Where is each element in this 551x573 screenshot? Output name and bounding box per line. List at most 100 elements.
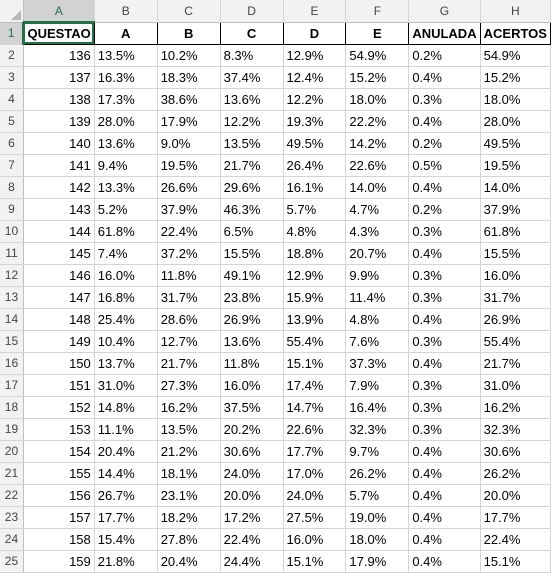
data-cell[interactable]: 7.6% [345,330,410,353]
data-cell[interactable]: 17.9% [345,550,410,573]
data-cell[interactable]: 14.2% [345,132,410,155]
data-cell[interactable]: 28.0% [480,110,551,133]
data-cell[interactable]: 32.3% [480,418,551,441]
data-cell[interactable]: 0.4% [408,308,481,331]
data-cell[interactable]: 21.2% [157,440,221,463]
row-header[interactable]: 18 [0,396,24,419]
data-cell[interactable]: 22.6% [345,154,410,177]
data-cell[interactable]: 13.3% [94,176,158,199]
row-header[interactable]: 12 [0,264,24,287]
data-cell[interactable]: 145 [23,242,95,265]
data-cell[interactable]: 14.0% [480,176,551,199]
header-cell[interactable]: B [156,21,221,45]
data-cell[interactable]: 27.3% [157,374,221,397]
row-header[interactable]: 17 [0,374,24,397]
data-cell[interactable]: 20.7% [345,242,410,265]
data-cell[interactable]: 159 [23,550,95,573]
data-cell[interactable]: 11.8% [220,352,284,375]
row-header[interactable]: 20 [0,440,24,463]
row-header[interactable]: 9 [0,198,24,221]
data-cell[interactable]: 17.7% [283,440,347,463]
data-cell[interactable]: 54.9% [345,44,410,67]
data-cell[interactable]: 9.4% [94,154,158,177]
data-cell[interactable]: 22.2% [345,110,410,133]
data-cell[interactable]: 14.0% [345,176,410,199]
data-cell[interactable]: 137 [23,66,95,89]
data-cell[interactable]: 139 [23,110,95,133]
data-cell[interactable]: 11.4% [345,286,410,309]
column-header-c[interactable]: C [157,0,221,23]
data-cell[interactable]: 19.0% [345,506,410,529]
row-header[interactable]: 6 [0,132,24,155]
header-cell[interactable]: C [219,21,284,45]
row-header[interactable]: 24 [0,528,24,551]
data-cell[interactable]: 18.8% [283,242,347,265]
data-cell[interactable]: 144 [23,220,95,243]
data-cell[interactable]: 30.6% [480,440,551,463]
row-header[interactable]: 5 [0,110,24,133]
row-header[interactable]: 7 [0,154,24,177]
data-cell[interactable]: 4.8% [345,308,410,331]
data-cell[interactable]: 31.0% [480,374,551,397]
column-header-d[interactable]: D [220,0,284,23]
data-cell[interactable]: 142 [23,176,95,199]
data-cell[interactable]: 5.2% [94,198,158,221]
data-cell[interactable]: 21.7% [220,154,284,177]
row-header[interactable]: 10 [0,220,24,243]
data-cell[interactable]: 15.5% [220,242,284,265]
data-cell[interactable]: 0.4% [408,440,481,463]
row-header[interactable]: 13 [0,286,24,309]
data-cell[interactable]: 12.4% [283,66,347,89]
data-cell[interactable]: 4.8% [283,220,347,243]
data-cell[interactable]: 55.4% [283,330,347,353]
data-cell[interactable]: 157 [23,506,95,529]
data-cell[interactable]: 17.9% [157,110,221,133]
column-header-f[interactable]: F [345,0,410,23]
data-cell[interactable]: 0.4% [408,462,481,485]
column-header-a[interactable]: A [23,0,95,23]
data-cell[interactable]: 37.3% [345,352,410,375]
data-cell[interactable]: 15.1% [283,550,347,573]
data-cell[interactable]: 147 [23,286,95,309]
data-cell[interactable]: 16.0% [220,374,284,397]
data-cell[interactable]: 22.4% [220,528,284,551]
data-cell[interactable]: 10.2% [157,44,221,67]
data-cell[interactable]: 13.6% [220,330,284,353]
data-cell[interactable]: 0.4% [408,550,481,573]
data-cell[interactable]: 16.2% [480,396,551,419]
data-cell[interactable]: 13.6% [220,88,284,111]
data-cell[interactable]: 17.7% [94,506,158,529]
data-cell[interactable]: 13.9% [283,308,347,331]
data-cell[interactable]: 0.2% [408,44,481,67]
data-cell[interactable]: 31.0% [94,374,158,397]
data-cell[interactable]: 0.4% [408,66,481,89]
data-cell[interactable]: 0.3% [408,220,481,243]
select-all-corner[interactable] [0,0,24,23]
data-cell[interactable]: 28.6% [157,308,221,331]
data-cell[interactable]: 18.1% [157,462,221,485]
data-cell[interactable]: 9.0% [157,132,221,155]
data-cell[interactable]: 37.9% [480,198,551,221]
data-cell[interactable]: 0.5% [408,154,481,177]
data-cell[interactable]: 16.1% [283,176,347,199]
data-cell[interactable]: 17.4% [283,374,347,397]
header-cell[interactable]: D [282,21,347,45]
data-cell[interactable]: 19.5% [157,154,221,177]
data-cell[interactable]: 23.8% [220,286,284,309]
data-cell[interactable]: 37.4% [220,66,284,89]
data-cell[interactable]: 15.9% [283,286,347,309]
row-header[interactable]: 21 [0,462,24,485]
data-cell[interactable]: 18.0% [345,528,410,551]
data-cell[interactable]: 0.4% [408,506,481,529]
data-cell[interactable]: 4.7% [345,198,410,221]
header-cell[interactable]: E [345,21,410,45]
data-cell[interactable]: 138 [23,88,95,111]
data-cell[interactable]: 32.3% [345,418,410,441]
data-cell[interactable]: 12.7% [157,330,221,353]
data-cell[interactable]: 21.7% [157,352,221,375]
data-cell[interactable]: 18.2% [157,506,221,529]
data-cell[interactable]: 8.3% [220,44,284,67]
data-cell[interactable]: 0.4% [408,528,481,551]
data-cell[interactable]: 13.5% [94,44,158,67]
data-cell[interactable]: 24.4% [220,550,284,573]
